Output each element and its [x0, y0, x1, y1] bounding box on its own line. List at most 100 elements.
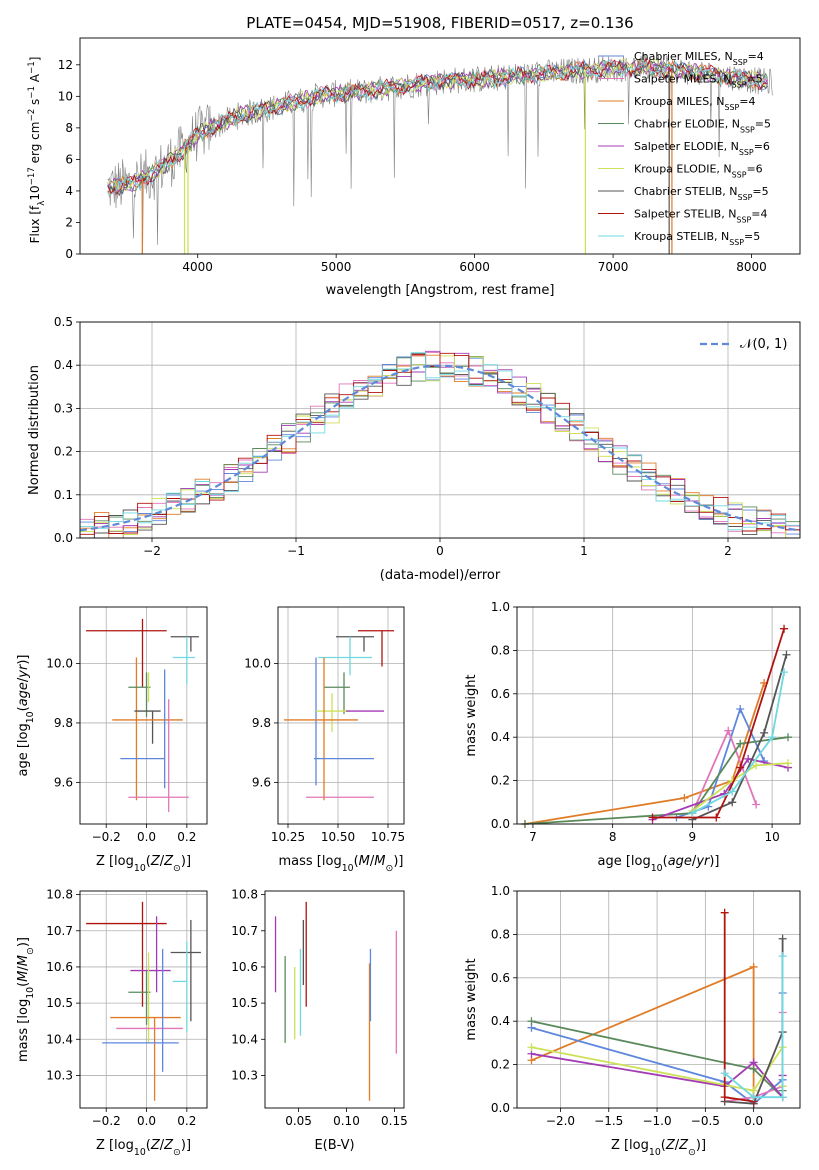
y-tick-label: 0.2 — [491, 1058, 510, 1072]
y-axis-label: Normed distribution — [27, 365, 42, 495]
y-tick-label: 0.4 — [54, 358, 73, 372]
weight-marker — [736, 763, 745, 772]
y-tick-label: 10.5 — [46, 996, 73, 1010]
legend-entry: Salpeter MILES, NSSP=5 — [634, 73, 763, 90]
legend-entry: Kroupa MILES, NSSP=4 — [634, 95, 755, 112]
y-tick-label: 6 — [65, 152, 73, 166]
axes-frame — [79, 321, 801, 539]
weight-marker — [736, 739, 745, 748]
y-tick-label: 0.8 — [491, 643, 510, 657]
weight-marker — [778, 934, 787, 943]
y-tick-label: 10.4 — [231, 1032, 258, 1046]
x-tick-label: −1.5 — [594, 1114, 623, 1128]
y-tick-label: 10.3 — [46, 1068, 73, 1082]
weight-line-kroupa-stelib — [691, 671, 785, 814]
weight-marker — [736, 704, 745, 713]
y-axis-label: Flux [fλ10−17 erg cm−2 s−1 A−1] — [27, 57, 47, 244]
weight-marker — [527, 1043, 536, 1052]
x-tick-label: 10.50 — [321, 830, 355, 844]
spectrum-title: PLATE=0454, MJD=51908, FIBERID=0517, z=0… — [246, 14, 633, 32]
y-tick-label: 10.8 — [46, 888, 73, 902]
x-tick-label: −0.5 — [691, 1114, 720, 1128]
y-tick-label: 10.3 — [231, 1068, 258, 1082]
x-axis-label: E(B-V) — [314, 1138, 354, 1153]
x-tick-label: 0.0 — [137, 1114, 156, 1128]
axes-frame — [79, 37, 801, 255]
y-tick-label: 0.4 — [491, 730, 510, 744]
axes-frame — [264, 890, 405, 1109]
x-tick-label: 10.25 — [271, 830, 305, 844]
y-tick-label: 0.0 — [491, 817, 510, 831]
weight-marker — [728, 787, 737, 796]
legend-entry: 𝒩(0, 1) — [740, 337, 787, 352]
y-tick-label: 0.8 — [491, 927, 510, 941]
x-tick-label: 1 — [580, 544, 588, 558]
weight-marker — [782, 650, 791, 659]
x-tick-label: 8000 — [736, 260, 767, 274]
x-tick-label: −2 — [143, 544, 161, 558]
weight-line-chabrier-elodie — [524, 736, 789, 824]
weight-line-salpeter-stelib — [652, 628, 785, 819]
y-tick-label: 4 — [65, 184, 73, 198]
weight-marker — [752, 761, 761, 770]
legend-entry: Kroupa STELIB, NSSP=5 — [634, 230, 760, 247]
x-tick-label: 0.0 — [137, 830, 156, 844]
y-axis-label: mass [log10(M/M⊙)] — [16, 937, 36, 1062]
observed-spectrum-line — [107, 54, 773, 254]
y-tick-label: 12 — [58, 58, 73, 72]
y-tick-label: 1.0 — [491, 600, 510, 614]
y-tick-label: 10.5 — [231, 996, 258, 1010]
weight-marker — [780, 668, 789, 677]
y-tick-label: 10 — [58, 89, 73, 103]
weight-marker — [688, 809, 697, 818]
x-tick-label: −0.2 — [92, 1114, 121, 1128]
weight-marker — [780, 624, 789, 633]
residuals-panel: −2 −1 0 1 2 0.0 0.1 0.2 0.3 0.4 0.5 (data-model)/er… — [27, 315, 801, 583]
x-tick-label: 9 — [689, 830, 697, 844]
x-tick-label: 7000 — [598, 260, 629, 274]
y-tick-label: 0.5 — [54, 315, 73, 329]
y-tick-label: 0.0 — [54, 531, 73, 545]
weight-marker — [527, 1017, 536, 1026]
model-line-kroupa-stelib — [107, 57, 768, 196]
weight-marker — [680, 793, 689, 802]
weight-marker — [749, 962, 758, 971]
legend-entry: Chabrier MILES, NSSP=4 — [634, 50, 764, 67]
spectrum-panel: 4000 5000 6000 7000 8000 0 2 4 6 8 10 12 wavelength … — [27, 37, 801, 298]
weight-marker — [749, 1093, 758, 1102]
y-tick-label: 9.8 — [252, 716, 271, 730]
y-tick-label: 0.6 — [491, 971, 510, 985]
legend-entry: Salpeter ELODIE, NSSP=6 — [634, 140, 770, 157]
gaussian-curve — [79, 364, 801, 532]
weight-marker — [778, 952, 787, 961]
weight-marker — [784, 759, 793, 768]
x-tick-label: 0.2 — [177, 830, 196, 844]
weight-marker — [724, 726, 733, 735]
weight-marker — [720, 1069, 729, 1078]
weight-marker — [744, 754, 753, 763]
weight-marker — [720, 908, 729, 917]
x-axis-label: Z [log10(Z/Z⊙)] — [611, 1138, 706, 1158]
weight-marker — [760, 728, 769, 737]
y-tick-label: 8 — [65, 121, 73, 135]
x-tick-label: 0.10 — [333, 1114, 360, 1128]
weight-marker — [768, 733, 777, 742]
weight-marker — [728, 798, 737, 807]
x-axis-label: Z [log10(Z/Z⊙)] — [96, 854, 191, 874]
y-tick-label: 10.6 — [46, 960, 73, 974]
x-tick-label: 7 — [529, 830, 537, 844]
x-tick-label: 0.0 — [744, 1114, 763, 1128]
axes-frame — [277, 606, 405, 825]
x-tick-label: 0.2 — [177, 1114, 196, 1128]
x-axis-label: wavelength [Angstrom, rest frame] — [326, 283, 555, 298]
mass-vs-z-panel: −0.2 0.0 0.2 10.3 10.4 10.5 10.6 10.7 10.8 Z [log… — [16, 888, 208, 1158]
weight-marker — [712, 813, 721, 822]
y-tick-label: 10.6 — [231, 960, 258, 974]
x-tick-label: −1.0 — [642, 1114, 671, 1128]
x-tick-label: 10.75 — [371, 830, 405, 844]
y-tick-label: 0.2 — [54, 445, 73, 459]
y-tick-label: 9.8 — [54, 716, 73, 730]
x-axis-label: (data-model)/error — [380, 568, 501, 583]
y-tick-label: 0 — [65, 247, 73, 261]
x-axis-label: Z [log10(Z/Z⊙)] — [96, 1138, 191, 1158]
